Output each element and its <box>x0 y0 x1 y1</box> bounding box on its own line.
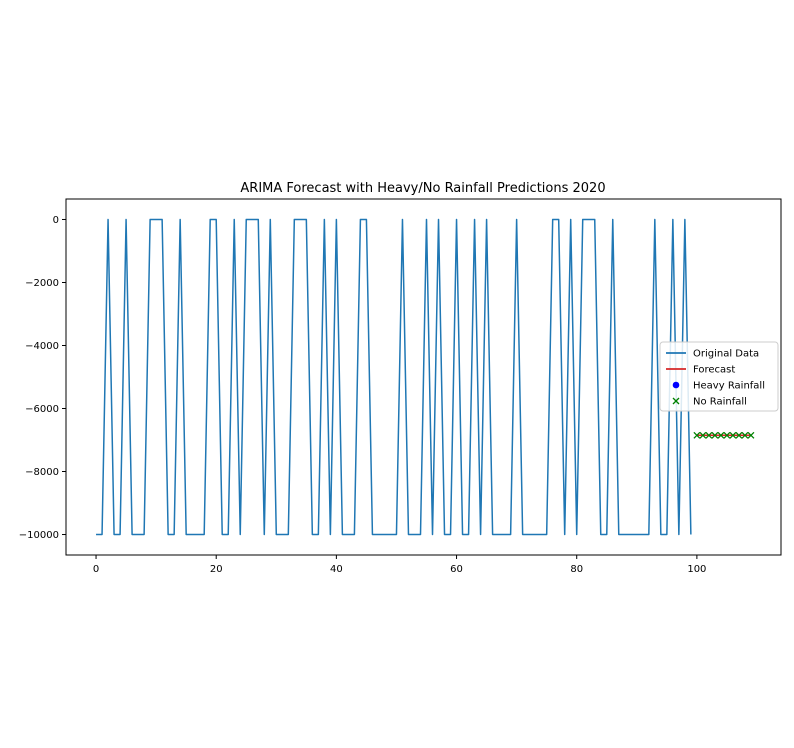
marker-layer <box>693 431 755 439</box>
x-tick-label: 80 <box>570 564 583 575</box>
no-rainfall-marker <box>735 431 743 439</box>
legend-entry-forecast: Forecast <box>666 365 735 376</box>
no-rainfall-marker <box>723 431 731 439</box>
chart-title: ARIMA Forecast with Heavy/No Rainfall Pr… <box>240 181 605 196</box>
y-tick-label: 0 <box>53 215 59 226</box>
legend-box <box>659 341 779 412</box>
x-tick-label: 100 <box>687 564 706 575</box>
no-rainfall-marker <box>705 431 713 439</box>
axes-layer: 0 20 40 60 80 100 0 −2000 −4000 −6000 −8000 −10000 <box>19 215 707 575</box>
legend-label: No Rainfall <box>693 397 747 408</box>
no-rainfall-marker <box>717 431 725 439</box>
no-rainfall-marker <box>711 431 719 439</box>
legend-label: Heavy Rainfall <box>693 381 765 392</box>
legend-swatch <box>672 381 680 389</box>
legend-entry-original-data: Original Data <box>666 349 759 360</box>
y-tick-label: −6000 <box>25 404 59 415</box>
legend-entry-no-rainfall: No Rainfall <box>672 397 747 408</box>
legend-label: Forecast <box>693 365 735 376</box>
legend-entry-heavy-rainfall: Heavy Rainfall <box>672 381 765 392</box>
no-rainfall-marker <box>747 431 755 439</box>
x-tick-label: 20 <box>210 564 223 575</box>
series-line-original-data <box>96 218 692 536</box>
y-tick-label: −2000 <box>25 278 59 289</box>
y-tick-label: −4000 <box>25 341 59 352</box>
y-tick-label: −10000 <box>19 530 59 541</box>
no-rainfall-marker <box>729 431 737 439</box>
x-tick-label: 60 <box>450 564 463 575</box>
no-rainfall-marker <box>741 431 749 439</box>
no-rainfall-marker <box>699 431 707 439</box>
legend: Original Data Forecast Heavy Rainfall No Ra… <box>659 341 779 412</box>
y-tick-label: −8000 <box>25 467 59 478</box>
series-layer <box>96 218 751 536</box>
legend-swatch <box>672 397 680 405</box>
no-rainfall-marker <box>693 431 701 439</box>
x-tick-label: 0 <box>93 564 99 575</box>
x-tick-label: 40 <box>330 564 343 575</box>
legend-label: Original Data <box>693 349 759 360</box>
